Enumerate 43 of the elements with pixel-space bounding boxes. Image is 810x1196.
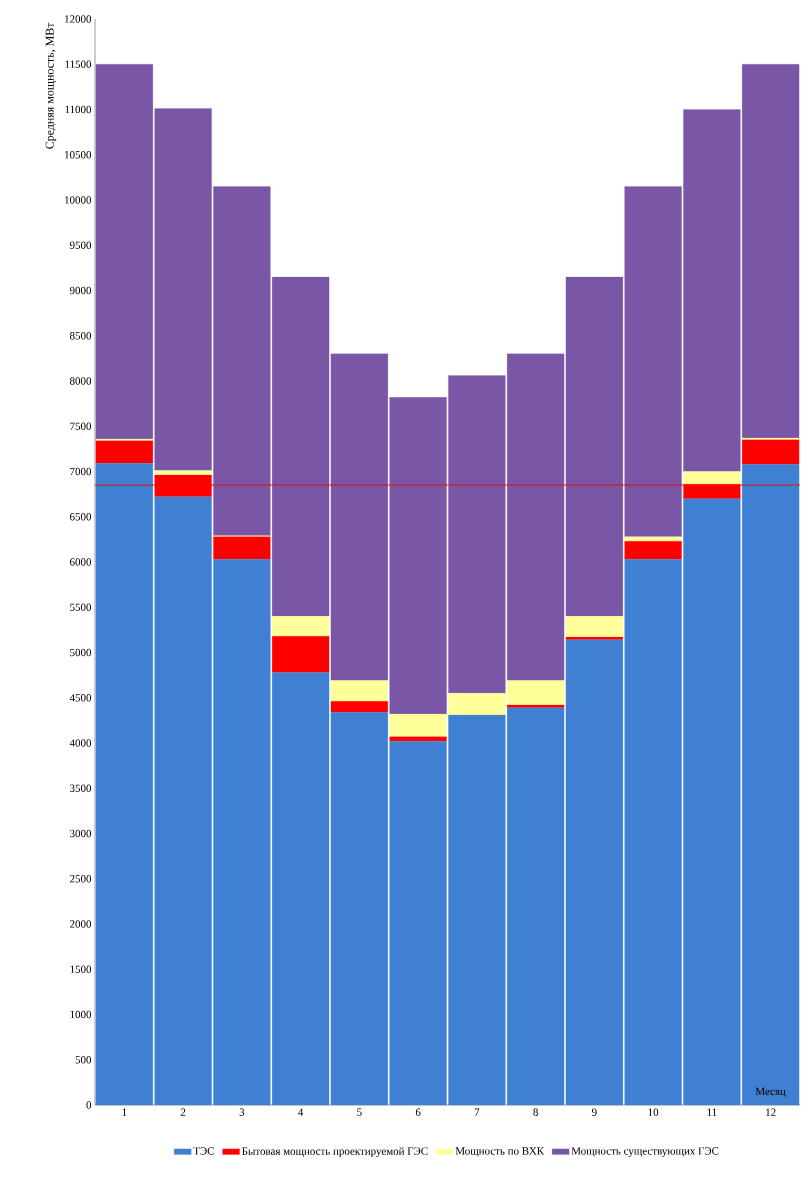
y-tick-label: 11000 [65, 105, 92, 114]
y-tick-label: 4500 [69, 694, 92, 702]
y-tick-label: 2500 [70, 875, 92, 883]
x-axis-title: Месяц [755, 1087, 786, 1098]
legend-label: Бытовая мощность проектируемой ГЭС [242, 1147, 428, 1158]
y-tick-label: 7500 [70, 422, 92, 430]
legend-label: Мощность существующих ГЭС [571, 1147, 719, 1157]
x-tick-label: 10 [648, 1108, 659, 1116]
y-tick-label: 6500 [70, 513, 92, 521]
y-tick-label: 9500 [69, 241, 92, 249]
y-tick-label: 5000 [70, 648, 92, 657]
y-tick-label: 3500 [70, 784, 92, 792]
y-tick-label: 3000 [70, 829, 92, 838]
y-tick-label: 10500 [65, 151, 92, 159]
y-tick-label: 11500 [65, 60, 92, 68]
y-tick-label: 8000 [69, 377, 92, 385]
y-tick-label: 4000 [69, 739, 92, 747]
y-tick-label: 10000 [65, 196, 92, 204]
legend-label: ТЭС [193, 1147, 214, 1155]
x-tick-label: 2 [180, 1108, 186, 1116]
y-tick-label: 12000 [65, 15, 92, 23]
y-axis-title: Средняя мощность, МВт [45, 22, 57, 149]
x-tick-label: 11 [707, 1108, 717, 1116]
y-tick-label: 500 [75, 1056, 92, 1064]
y-tick-label: 5500 [70, 603, 92, 611]
x-tick-label: 6 [415, 1108, 421, 1116]
y-tick-label: 2000 [70, 920, 92, 928]
legend-label: Мощность по ВХК [455, 1147, 545, 1157]
x-tick-label: 8 [533, 1108, 538, 1116]
x-tick-label: 1 [122, 1108, 127, 1116]
x-tick-label: 9 [592, 1108, 597, 1116]
x-tick-label: 7 [474, 1108, 480, 1116]
y-tick-label: 1000 [70, 1010, 92, 1019]
x-tick-label: 5 [357, 1108, 362, 1116]
y-tick-label: 9000 [69, 286, 92, 295]
y-tick-label: 1500 [70, 965, 92, 973]
x-tick-label: 4 [298, 1108, 304, 1116]
x-tick-label: 3 [239, 1108, 245, 1116]
y-tick-label: 6000 [70, 558, 92, 566]
x-tick-label: 12 [766, 1108, 776, 1116]
y-tick-label: 8500 [69, 332, 92, 340]
y-tick-label: 0 [86, 1101, 92, 1109]
y-tick-label: 7000 [70, 467, 92, 476]
